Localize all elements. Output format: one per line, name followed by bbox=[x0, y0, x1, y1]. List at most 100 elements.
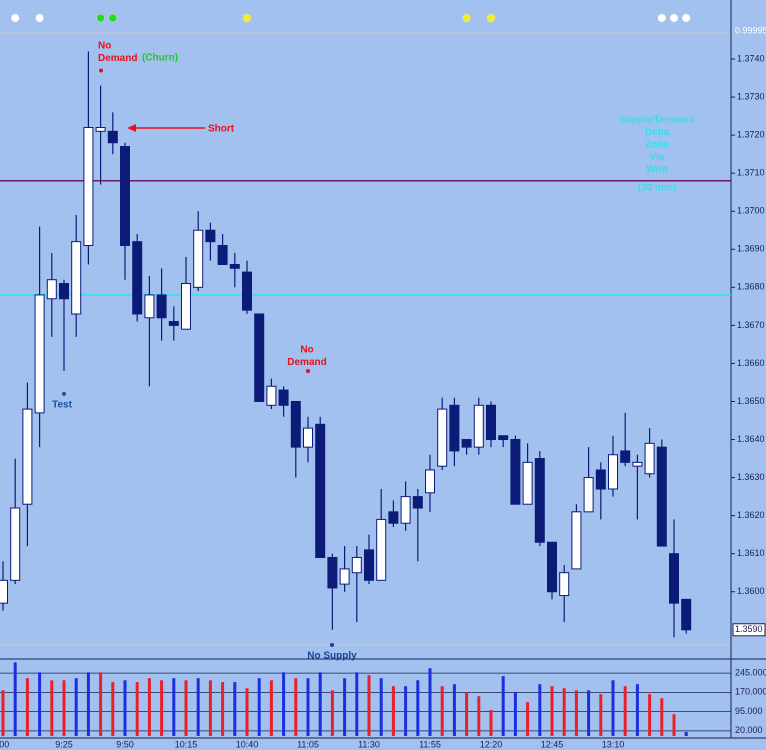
candle-body bbox=[364, 549, 374, 581]
y-tick-label: 1.3650 bbox=[737, 396, 765, 406]
arrow-head bbox=[127, 124, 136, 132]
signal-dot bbox=[681, 13, 691, 23]
volume-bar bbox=[147, 678, 151, 736]
candle-body bbox=[144, 294, 155, 319]
volume-bar bbox=[684, 731, 688, 736]
volume-bar bbox=[111, 682, 115, 736]
signal-dot bbox=[657, 13, 667, 23]
candle-body bbox=[278, 389, 289, 406]
y-tick-label: 1.3630 bbox=[737, 472, 765, 482]
last-price-box bbox=[732, 623, 766, 637]
annotation: Wiht bbox=[646, 165, 668, 176]
candle-body bbox=[608, 454, 618, 490]
candle-body bbox=[217, 244, 228, 265]
y-tick-label: 20.000 bbox=[735, 725, 763, 735]
candle-body bbox=[22, 408, 33, 505]
annotation: No Supply bbox=[307, 651, 357, 662]
candle-body bbox=[486, 404, 496, 441]
volume-bar bbox=[538, 684, 542, 736]
volume-bar bbox=[135, 682, 139, 736]
candle-body bbox=[388, 511, 399, 524]
volume-bar bbox=[672, 714, 676, 736]
volume-bar bbox=[208, 680, 212, 736]
volume-bar bbox=[440, 686, 444, 736]
volume-bar bbox=[355, 672, 359, 736]
volume-bar bbox=[501, 676, 505, 736]
candle-body bbox=[34, 294, 45, 414]
candle-body bbox=[266, 385, 277, 406]
volume-bar bbox=[269, 680, 273, 736]
volume-bar bbox=[660, 698, 664, 736]
candle-body bbox=[59, 283, 69, 300]
volume-bar bbox=[550, 686, 554, 736]
x-tick-label: 10:40 bbox=[236, 739, 259, 749]
candle-body bbox=[242, 271, 252, 311]
volume-bar bbox=[404, 686, 408, 736]
volume-bar bbox=[635, 684, 639, 736]
volume-bar bbox=[623, 686, 627, 736]
x-tick-label: :00 bbox=[0, 739, 9, 749]
volume-bar bbox=[282, 672, 286, 736]
signal-dot bbox=[669, 13, 679, 23]
volume-bar bbox=[99, 672, 103, 736]
annotation-dot bbox=[62, 391, 66, 396]
annotation: No bbox=[98, 41, 111, 52]
annotation: Demand bbox=[98, 53, 137, 64]
candle-body bbox=[0, 579, 8, 604]
volume-bar bbox=[123, 680, 127, 736]
volume-bar bbox=[648, 694, 652, 736]
candle-body bbox=[534, 458, 545, 543]
volume-bar bbox=[343, 678, 347, 736]
y-tick-label: 1.3640 bbox=[737, 434, 765, 444]
volume-bar bbox=[318, 672, 322, 736]
x-tick-label: 11:30 bbox=[358, 739, 380, 749]
candle-body bbox=[437, 408, 448, 467]
volume-bar bbox=[367, 675, 371, 736]
volume-bar bbox=[172, 678, 176, 736]
candle-body bbox=[583, 477, 594, 513]
annotation: Via bbox=[650, 152, 665, 163]
candle-body bbox=[205, 229, 216, 243]
candle-body bbox=[107, 130, 118, 144]
candle-body bbox=[547, 541, 557, 593]
volume-bar bbox=[379, 678, 383, 736]
y-tick-label: 1.3730 bbox=[737, 91, 765, 101]
x-tick-label: 13:10 bbox=[602, 739, 625, 749]
volume-bar bbox=[160, 680, 164, 736]
annotation: Demand bbox=[287, 357, 326, 368]
candle-body bbox=[510, 439, 521, 505]
volume-bar bbox=[86, 672, 90, 736]
volume-bar bbox=[38, 672, 42, 736]
signal-dot bbox=[462, 13, 471, 23]
volume-bar bbox=[452, 684, 456, 736]
candle-body bbox=[449, 404, 460, 452]
candle-body bbox=[473, 404, 484, 448]
candle-body bbox=[327, 556, 338, 589]
volume-bar bbox=[294, 678, 298, 736]
volume-bar bbox=[1, 690, 5, 736]
y-tick-label: 1.3670 bbox=[737, 320, 765, 330]
signal-dot bbox=[486, 13, 496, 23]
volume-bar bbox=[50, 680, 54, 736]
volume-bar bbox=[599, 694, 603, 736]
volume-bar bbox=[245, 688, 249, 736]
candle-body bbox=[71, 241, 82, 315]
volume-bar bbox=[574, 690, 578, 736]
candle-body bbox=[95, 127, 106, 132]
volume-bar bbox=[74, 678, 78, 736]
candle-body bbox=[644, 442, 655, 475]
signal-dot bbox=[108, 13, 118, 23]
volume-bar bbox=[477, 696, 481, 736]
x-tick-label: 12:20 bbox=[480, 739, 503, 749]
volume-bar bbox=[587, 690, 591, 736]
signal-panel-label: 0.99995 bbox=[735, 25, 766, 35]
candle-body bbox=[83, 127, 94, 246]
candle-body bbox=[193, 229, 204, 288]
x-tick-label: 11:05 bbox=[297, 739, 319, 749]
volume-bar bbox=[611, 680, 615, 736]
candle-body bbox=[351, 556, 362, 574]
volume-bar bbox=[465, 692, 469, 736]
annotation: (Churn) bbox=[142, 53, 178, 64]
